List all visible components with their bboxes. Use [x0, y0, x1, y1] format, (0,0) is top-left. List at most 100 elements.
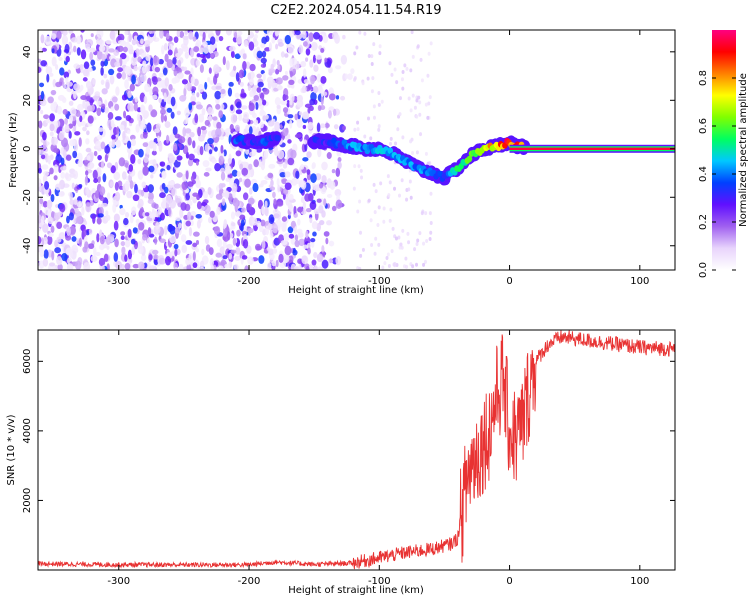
spectrogram-cell: [225, 177, 231, 182]
spectrogram-cell: [38, 66, 42, 74]
spectrogram-cell: [232, 183, 238, 193]
spectrogram-cell: [108, 48, 115, 53]
colorbar-gradient: [712, 30, 736, 270]
spectrogram-cell: [90, 59, 96, 66]
spectrogram-cell: [106, 245, 110, 250]
spectrogram-cell: [241, 161, 248, 169]
spectrogram-cell: [196, 92, 200, 98]
spectrogram-cell: [263, 149, 269, 160]
spectrogram-cell: [54, 239, 59, 248]
spectrogram-cell: [80, 95, 88, 101]
spectrogram-cell: [394, 236, 398, 241]
spectrogram-cell: [234, 124, 240, 132]
spectrogram-cell: [358, 266, 362, 270]
spectrogram-cell: [174, 133, 181, 139]
spectrogram-cell: [173, 183, 181, 189]
spectrogram-cell: [85, 170, 89, 176]
spectrogram-cell: [310, 41, 318, 51]
spectrogram-cell: [294, 113, 299, 121]
spectrogram-cell: [127, 249, 133, 260]
spectrogram-cell: [134, 183, 138, 194]
spectrogram-cell: [225, 127, 231, 133]
spectrogram-cell: [413, 247, 417, 252]
spectrogram-cell: [335, 95, 340, 100]
spectrogram-cell: [124, 212, 130, 218]
spectrogram-cell: [124, 180, 130, 191]
spectrogram-cell: [407, 96, 411, 101]
spectrogram-cell: [215, 30, 221, 36]
spectrogram-cell: [166, 58, 173, 69]
spectrogram-cell: [100, 141, 106, 150]
spectrogram-cell: [294, 234, 299, 241]
spectrogram-cell: [185, 240, 193, 245]
spectrogram-cell: [294, 266, 300, 270]
spectrogram-cell: [311, 221, 318, 230]
spectrogram-cell: [143, 40, 151, 47]
spectrogram-cell: [82, 99, 86, 109]
spectrogram-cell: [111, 134, 116, 140]
spectrogram-cell: [84, 176, 88, 186]
spectrogram-cell: [51, 211, 55, 219]
spectrogram-cell: [90, 33, 94, 38]
spectrogram-cell: [114, 181, 119, 191]
spectrogram-cell: [114, 61, 121, 67]
spectrogram-cell: [406, 231, 410, 236]
spectrogram-cell: [215, 103, 221, 110]
spectrogram-cell: [184, 128, 192, 134]
spectrogram-cell: [256, 50, 263, 59]
spectrogram-cell: [111, 139, 116, 148]
spectrogram-cell: [409, 68, 413, 73]
spectrogram-cell: [209, 80, 215, 85]
spectrogram-x-tick-label: 0: [506, 276, 512, 287]
spectrogram-cell: [178, 263, 184, 270]
spectrogram-cell: [158, 257, 166, 265]
spectrogram-cell: [42, 200, 48, 208]
spectrogram-cell: [115, 86, 120, 96]
spectrogram-cell: [386, 174, 390, 179]
spectrogram-cell: [47, 216, 54, 225]
spectrogram-cell: [407, 187, 411, 192]
spectrogram-cell: [316, 222, 322, 232]
spectrogram-cell: [170, 96, 176, 107]
spectrogram-cell: [400, 77, 404, 82]
spectrogram-cell: [377, 242, 381, 247]
spectrogram-cell: [393, 67, 397, 72]
spectrogram-cell: [313, 184, 320, 192]
spectrogram-cell: [53, 164, 59, 174]
spectrogram-cell: [367, 198, 371, 203]
spectrogram-cell: [44, 180, 50, 190]
spectrogram-cell: [287, 214, 291, 220]
spectrogram-cell: [367, 116, 371, 121]
spectrogram-cell: [327, 110, 332, 119]
spectrogram-cell: [360, 175, 364, 180]
spectrogram-cell: [170, 134, 175, 142]
spectrogram-x-tick-label: -100: [368, 276, 391, 287]
spectrogram-cell: [232, 190, 236, 199]
spectrogram-cell: [124, 162, 129, 168]
spectrogram-cell: [426, 161, 430, 166]
spectrogram-cell: [126, 140, 132, 149]
spectrogram-cell: [88, 243, 95, 250]
spectrogram-cell: [260, 57, 267, 64]
spectrogram-cell: [309, 59, 314, 68]
spectrogram-cell: [106, 192, 111, 200]
spectrogram-cell: [415, 150, 419, 155]
spectrogram-cell: [131, 138, 137, 147]
spectrogram-cell: [235, 150, 242, 157]
spectrogram-cell: [308, 32, 314, 42]
spectrogram-cell: [207, 187, 212, 195]
spectrogram-cell: [68, 212, 74, 221]
spectrogram-cell: [167, 49, 173, 56]
spectrogram-cell: [297, 232, 304, 238]
spectrogram-cell: [185, 170, 189, 180]
spectrogram-cell: [175, 197, 181, 203]
spectrogram-cell: [290, 57, 298, 66]
spectrogram-cell: [134, 96, 139, 103]
spectrogram-cell: [164, 186, 169, 194]
spectrogram-cell: [268, 68, 276, 74]
spectrogram-cell: [426, 115, 430, 120]
spectrogram-cell: [213, 74, 218, 85]
spectrogram-cell: [175, 216, 181, 222]
spectrogram-cell: [424, 211, 428, 216]
spectrogram-cell: [329, 258, 333, 264]
